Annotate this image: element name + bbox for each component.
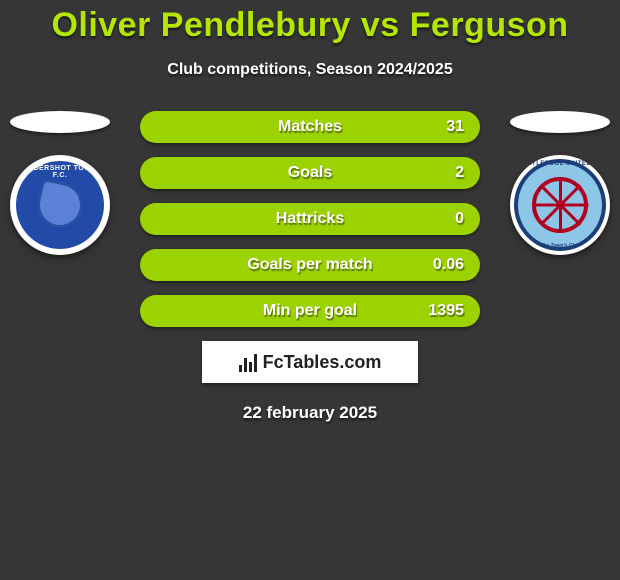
stats-list: Matches 31 Goals 2 Hattricks 0 Goals per… (140, 111, 480, 327)
player-silhouette-left (10, 111, 110, 133)
player-silhouette-right (510, 111, 610, 133)
right-club-ring-text: HARTLEPOOL UNITED FC (510, 161, 610, 167)
stat-label: Min per goal (263, 302, 357, 320)
stat-label: Goals (288, 164, 332, 182)
right-club-motto: The Town's Club (510, 243, 610, 249)
right-club-badge: HARTLEPOOL UNITED FC The Town's Club (510, 155, 610, 255)
stat-label: Hattricks (276, 210, 344, 228)
ship-wheel-icon (532, 177, 588, 233)
stat-value: 0.06 (433, 256, 464, 274)
fctables-link[interactable]: FcTables.com (202, 341, 418, 383)
right-player-column: HARTLEPOOL UNITED FC The Town's Club (500, 111, 620, 255)
stat-row-hattricks: Hattricks 0 (140, 203, 480, 235)
bar-chart-icon (239, 352, 257, 372)
stat-value: 2 (455, 164, 464, 182)
stat-label: Goals per match (247, 256, 372, 274)
stat-value: 0 (455, 210, 464, 228)
stat-row-goals: Goals 2 (140, 157, 480, 189)
left-club-badge: ALDERSHOT TOWN F.C. (10, 155, 110, 255)
date-text: 22 february 2025 (0, 403, 620, 423)
stat-row-min-per-goal: Min per goal 1395 (140, 295, 480, 327)
stat-label: Matches (278, 118, 342, 136)
stat-value: 1395 (428, 302, 464, 320)
left-player-column: ALDERSHOT TOWN F.C. (0, 111, 120, 255)
stat-row-goals-per-match: Goals per match 0.06 (140, 249, 480, 281)
subtitle: Club competitions, Season 2024/2025 (0, 61, 620, 79)
left-club-ring-text: ALDERSHOT TOWN F.C. (16, 165, 104, 179)
fctables-label: FcTables.com (263, 352, 382, 373)
page-title: Oliver Pendlebury vs Ferguson (0, 0, 620, 45)
stat-row-matches: Matches 31 (140, 111, 480, 143)
comparison-panel: ALDERSHOT TOWN F.C. HARTLEPOOL UNITED FC… (0, 111, 620, 423)
stat-value: 31 (446, 118, 464, 136)
